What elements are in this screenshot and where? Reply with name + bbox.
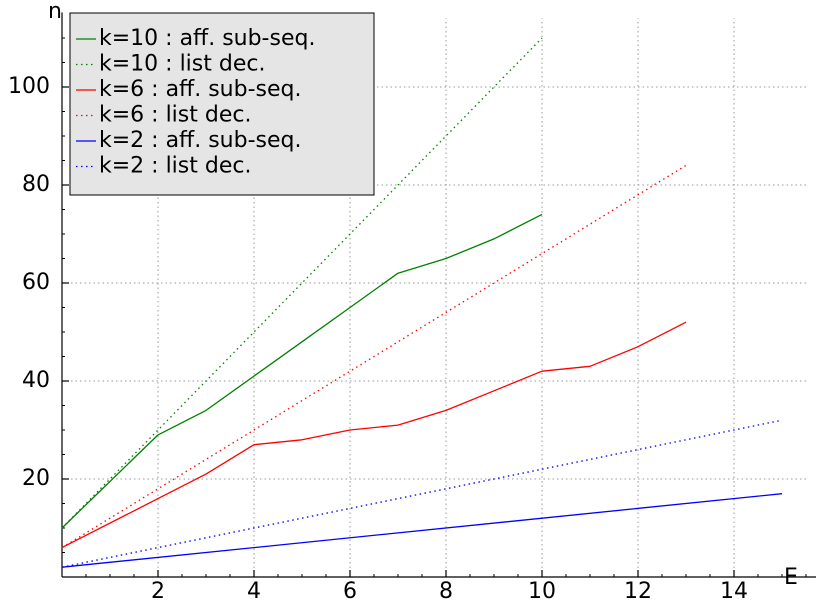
legend-label: k=10 : aff. sub-seq. [99, 26, 315, 51]
legend-label: k=2 : list dec. [99, 154, 251, 179]
series-line-6 [61, 419, 783, 568]
x-tick-label: 12 [624, 579, 652, 604]
x-tick-label: 10 [528, 579, 556, 604]
legend-label: k=10 : list dec. [99, 52, 265, 77]
series-line-1 [61, 213, 543, 529]
y-tick-label: 80 [22, 172, 50, 197]
legend-box [69, 12, 375, 196]
series-line-5 [61, 493, 783, 568]
y-axis-label: n [48, 0, 62, 24]
legend-label: k=6 : aff. sub-seq. [99, 77, 301, 102]
tick-marks [62, 37, 807, 577]
x-axis-label: E [784, 565, 798, 590]
tick-labels: 2 4 6 8 10 12 14 20 40 60 80 100 [8, 74, 748, 604]
legend: k=10 : aff. sub-seq.k=10 : list dec.k=6 … [69, 12, 375, 196]
series-line-3 [61, 321, 687, 549]
legend-label: k=6 : list dec. [99, 103, 251, 128]
grid-lines [62, 18, 806, 577]
y-tick-label: 60 [22, 270, 50, 295]
y-tick-label: 100 [8, 74, 50, 99]
y-tick-label: 40 [22, 368, 50, 393]
y-tick-label: 20 [22, 466, 50, 491]
x-tick-label: 14 [720, 579, 748, 604]
legend-label: k=2 : aff. sub-seq. [99, 128, 301, 153]
x-tick-label: 2 [151, 579, 165, 604]
x-tick-label: 4 [247, 579, 261, 604]
axes [61, 12, 816, 578]
x-tick-label: 8 [439, 579, 453, 604]
series-lines [61, 37, 783, 568]
x-tick-label: 6 [343, 579, 357, 604]
series-line-4 [61, 164, 687, 549]
